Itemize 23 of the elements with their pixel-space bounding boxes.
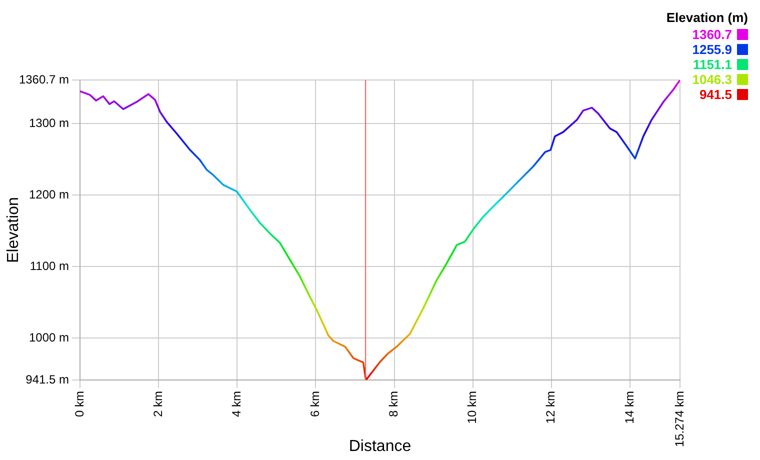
y-tick-label: 941.5 m — [26, 372, 70, 386]
y-tick-label: 1000 m — [28, 330, 69, 344]
x-tick-label: 10 km — [465, 391, 480, 424]
x-tick-label: 2 km — [150, 391, 165, 418]
color-bar-label: 941.5 — [699, 87, 732, 102]
x-tick-label: 6 km — [308, 391, 322, 418]
x-tick-label: 0 km — [72, 391, 86, 418]
x-axis-title: Distance — [348, 438, 412, 455]
y-tick-label: 1360.7 m — [18, 72, 69, 86]
color-bar-label: 1255.9 — [692, 42, 732, 57]
color-bar-label: 1151.1 — [692, 57, 732, 72]
x-tick-label: 15.274 km — [672, 391, 686, 448]
x-tick-label: 4 km — [229, 391, 244, 418]
x-tick-label: 8 km — [386, 391, 401, 418]
x-tick-label: 14 km — [622, 391, 636, 424]
y-tick-label: 1300 m — [28, 116, 69, 130]
color-bar-title: Elevation (m) — [666, 10, 748, 25]
y-axis-title: Elevation — [5, 197, 22, 263]
color-bar-label: 1046.3 — [692, 72, 732, 87]
x-tick-label: 12 km — [544, 391, 558, 424]
y-tick-label: 1200 m — [28, 187, 69, 202]
color-bar-label: 1360.7 — [692, 27, 732, 42]
y-tick-label: 1100 m — [30, 258, 69, 273]
